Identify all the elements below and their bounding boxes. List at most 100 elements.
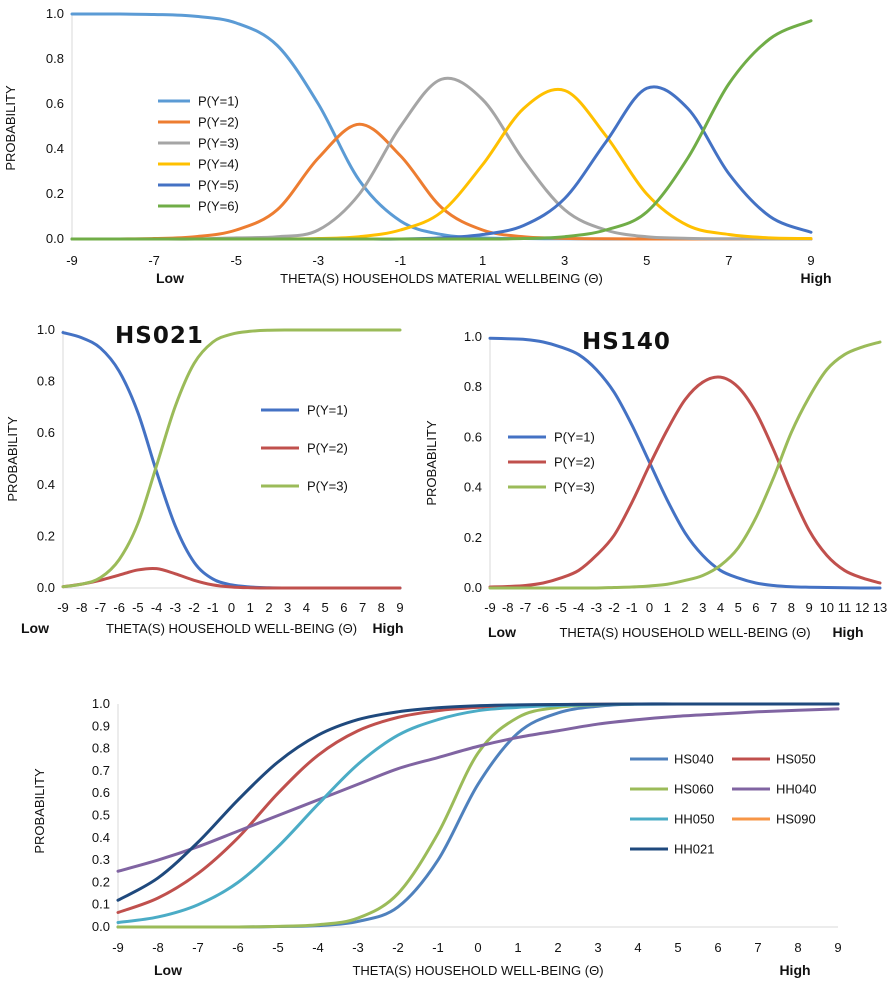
y-axis-title: PROBABILITY xyxy=(32,768,47,854)
x-tick-label: -6 xyxy=(113,600,125,615)
series-line-hs060 xyxy=(116,702,840,929)
x-tick-label: -8 xyxy=(502,600,514,615)
x-tick-label: 0 xyxy=(228,600,235,615)
legend-label: P(Y=2) xyxy=(307,441,348,456)
legend: P(Y=1) P(Y=2) P(Y=3) xyxy=(508,430,595,495)
y-tick-label: 0.8 xyxy=(92,741,110,756)
legend-label: P(Y=3) xyxy=(198,136,239,151)
y-tick-label: 0.2 xyxy=(37,528,55,543)
x-tick-label: 5 xyxy=(321,600,328,615)
x-tick-label: -5 xyxy=(230,253,242,268)
x-tick-label: -2 xyxy=(608,600,620,615)
series-line-p-y-3 xyxy=(61,328,402,589)
legend-label: P(Y=1) xyxy=(307,403,348,418)
y-tick-label: 1.0 xyxy=(92,696,110,711)
x-tick-label: 7 xyxy=(725,253,732,268)
x-tick-label: 8 xyxy=(378,600,385,615)
x-tick-label: 7 xyxy=(770,600,777,615)
x-tick-label: -7 xyxy=(95,600,107,615)
x-tick-label: -9 xyxy=(484,600,496,615)
x-tick-label: 7 xyxy=(359,600,366,615)
legend-label: HH021 xyxy=(674,842,714,857)
y-tick-label: 0.6 xyxy=(464,429,482,444)
x-tick-label: 5 xyxy=(674,940,681,955)
legend-label: HH040 xyxy=(776,782,816,797)
series-line-p-y-1 xyxy=(488,336,882,590)
y-tick-label: 0.0 xyxy=(37,580,55,595)
x-tick-label: -4 xyxy=(312,940,324,955)
series-line-p-y-3 xyxy=(488,340,882,590)
x-tick-label: 2 xyxy=(554,940,561,955)
x-tick-label: -2 xyxy=(392,940,404,955)
y-tick-label: 0.6 xyxy=(37,425,55,440)
x-axis-title: THETA(S) HOUSEHOLDS MATERIAL WELLBEING (… xyxy=(280,271,603,286)
high-label: High xyxy=(832,624,863,640)
low-label: Low xyxy=(488,624,516,640)
x-tick-label: 3 xyxy=(594,940,601,955)
y-axis-title: PROBABILITY xyxy=(3,85,18,171)
y-tick-label: 0.8 xyxy=(464,379,482,394)
x-tick-label: 5 xyxy=(643,253,650,268)
y-tick-label: 0.4 xyxy=(92,830,110,845)
series-line-hh021 xyxy=(116,702,840,902)
x-tick-label: -1 xyxy=(395,253,407,268)
x-tick-label: 3 xyxy=(284,600,291,615)
x-tick-label: -6 xyxy=(232,940,244,955)
x-tick-label: -5 xyxy=(555,600,567,615)
x-tick-label: 4 xyxy=(303,600,310,615)
series-line-p-y-1 xyxy=(61,331,402,590)
y-tick-label: 0.7 xyxy=(92,763,110,778)
series-line-p-y-2 xyxy=(61,566,402,590)
chart-title: HS021 xyxy=(115,323,204,349)
legend-label: HH050 xyxy=(674,812,714,827)
x-tick-label: -1 xyxy=(626,600,638,615)
chart-4: 0.0 0.1 0.2 0.3 0.4 0.5 0.6 0.7 0.8 0.9 1.0 -9 -8 -7 -… xyxy=(32,696,842,978)
x-tick-label: -4 xyxy=(573,600,585,615)
y-tick-label: 0.2 xyxy=(92,874,110,889)
x-tick-label: 8 xyxy=(794,940,801,955)
low-label: Low xyxy=(156,270,184,286)
legend: HS040 HS050 HS060 HH040 HH050 HS090 HH021 xyxy=(630,752,816,857)
legend-label: P(Y=4) xyxy=(198,157,239,172)
x-tick-label: 13 xyxy=(873,600,887,615)
y-tick-label: 0.4 xyxy=(46,141,64,156)
x-tick-label: -7 xyxy=(148,253,160,268)
series-line-hs040 xyxy=(116,702,840,929)
x-tick-label: 1 xyxy=(514,940,521,955)
chart-title: HS140 xyxy=(582,329,671,355)
x-tick-label: -9 xyxy=(112,940,124,955)
legend: P(Y=1) P(Y=2) P(Y=3) P(Y=4) P(Y=5) P(Y=6) xyxy=(158,94,239,214)
x-tick-label: 8 xyxy=(788,600,795,615)
high-label: High xyxy=(800,270,831,286)
x-tick-label: -7 xyxy=(192,940,204,955)
x-tick-label: 6 xyxy=(340,600,347,615)
y-tick-label: 1.0 xyxy=(37,322,55,337)
legend-label: P(Y=2) xyxy=(554,455,595,470)
y-tick-label: 0.0 xyxy=(92,919,110,934)
x-tick-label: 4 xyxy=(634,940,641,955)
x-tick-label: -4 xyxy=(151,600,163,615)
y-tick-label: 0.2 xyxy=(46,186,64,201)
legend: P(Y=1) P(Y=2) P(Y=3) xyxy=(261,403,348,494)
x-tick-label: -2 xyxy=(188,600,200,615)
y-tick-label: 0.8 xyxy=(37,374,55,389)
y-tick-label: 0.6 xyxy=(46,96,64,111)
series-line-p-y-6 xyxy=(70,19,813,241)
low-label: Low xyxy=(154,962,182,978)
x-tick-label: -5 xyxy=(132,600,144,615)
legend-label: HS060 xyxy=(674,782,714,797)
low-label: Low xyxy=(21,620,49,636)
y-tick-label: 0.0 xyxy=(464,580,482,595)
high-label: High xyxy=(779,962,810,978)
x-tick-label: 4 xyxy=(717,600,724,615)
x-axis-title: THETA(S) HOUSEHOLD WELL-BEING (Θ) xyxy=(559,625,810,640)
series-line-hs050 xyxy=(116,702,840,914)
legend-label: P(Y=6) xyxy=(198,199,239,214)
series-line-p-y-2 xyxy=(488,375,882,589)
x-tick-label: -3 xyxy=(170,600,182,615)
x-tick-label: -7 xyxy=(520,600,532,615)
x-tick-label: 3 xyxy=(699,600,706,615)
x-tick-label: -3 xyxy=(313,253,325,268)
x-tick-label: -9 xyxy=(57,600,69,615)
